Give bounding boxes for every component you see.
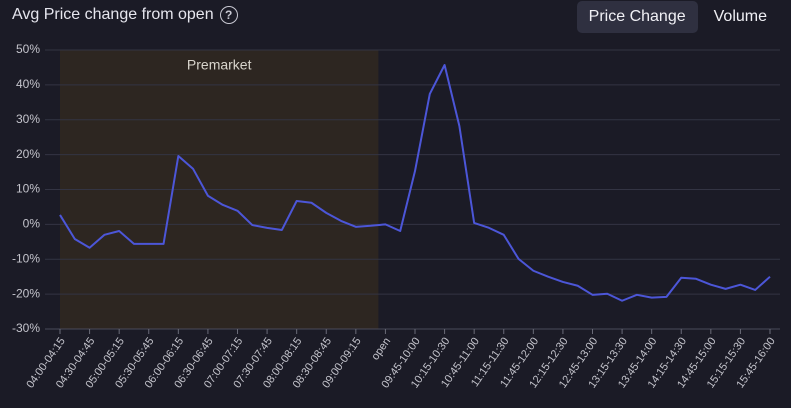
tabs: Price Change Volume (576, 1, 779, 33)
tab[interactable]: Price Change (576, 1, 698, 33)
line (59, 63, 771, 302)
y-tick-label: 10% (16, 182, 40, 196)
y-tick-label: 30% (16, 112, 40, 126)
chart-title: Avg Price change from open (12, 6, 214, 23)
annotation: Premarket (187, 57, 252, 73)
help-icon[interactable]: ? (219, 6, 238, 24)
y-tick-label: 40% (16, 77, 40, 91)
y-tick-label: 50% (16, 42, 40, 56)
y-tick-label: -20% (12, 286, 40, 300)
tab[interactable]: Volume (713, 8, 767, 25)
x-tick-label: open (369, 336, 393, 363)
y-tick-label: -30% (12, 321, 40, 335)
y-tick-label: 20% (16, 147, 40, 161)
y-tick-label: 0% (23, 217, 41, 231)
y-tick-label: -10% (12, 251, 40, 265)
header: Avg Price change from open ? (12, 6, 238, 24)
